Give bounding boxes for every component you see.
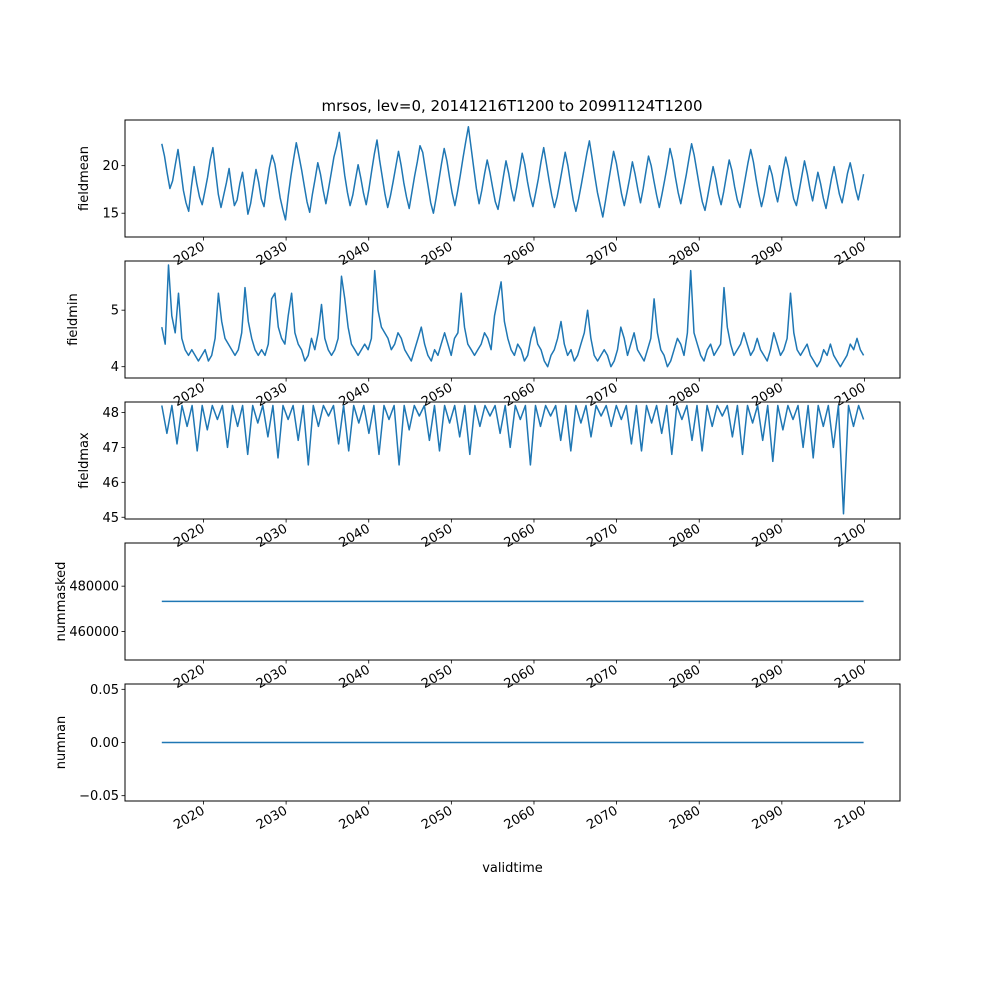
- numnan-ytick-label: 0.05: [90, 683, 119, 698]
- numnan-ytick-label: −0.05: [79, 789, 119, 804]
- numnan-ylabel: numnan: [54, 716, 69, 770]
- fieldmean-ytick-label: 20: [102, 159, 119, 174]
- fieldmax-ylabel: fieldmax: [77, 432, 92, 489]
- nummasked-axes-frame: [124, 542, 901, 661]
- fieldmax-ytick-label: 48: [102, 406, 119, 421]
- fieldmin-axes-frame: [124, 260, 901, 379]
- fieldmax-ytick-label: 47: [102, 441, 119, 456]
- numnan-ytick-label: 0.00: [90, 736, 119, 751]
- fieldmax-ytick-label: 45: [102, 511, 119, 526]
- fieldmean-ylabel: fieldmean: [77, 146, 92, 211]
- fieldmean-axes-frame: [124, 119, 901, 238]
- fieldmax-series-line: [161, 404, 865, 515]
- fieldmin-ytick-label: 5: [111, 304, 119, 319]
- fieldmean-ytick-label: 15: [102, 207, 119, 222]
- nummasked-ylabel: nummasked: [54, 562, 69, 642]
- fieldmax-axes-frame: [124, 401, 901, 520]
- xlabel: validtime: [482, 861, 543, 876]
- fieldmin-series-line: [161, 264, 865, 368]
- fieldmean-series-line: [161, 125, 865, 221]
- fieldmax-ytick-label: 46: [102, 476, 119, 491]
- fieldmin-ytick-label: 4: [111, 360, 119, 375]
- figure-title: mrsos, lev=0, 20141216T1200 to 20991124T…: [321, 97, 702, 115]
- nummasked-ytick-label: 460000: [69, 625, 119, 640]
- fieldmin-ylabel: fieldmin: [66, 293, 81, 346]
- nummasked-ytick-label: 480000: [69, 580, 119, 595]
